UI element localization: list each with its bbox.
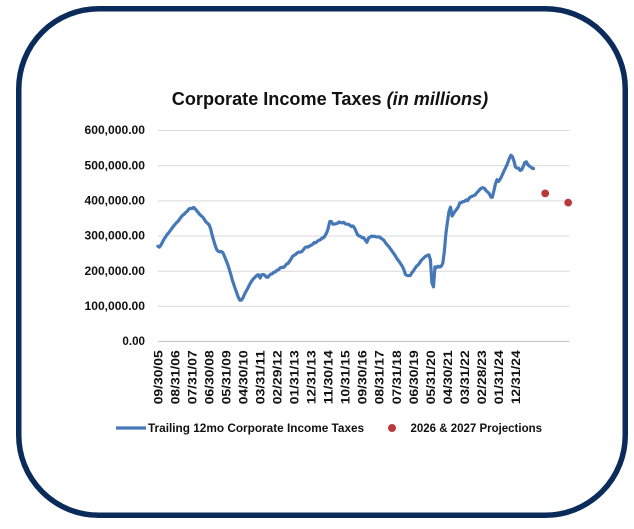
svg-text:09/30/16: 09/30/16 bbox=[356, 350, 370, 404]
svg-text:08/31/17: 08/31/17 bbox=[373, 350, 387, 404]
svg-text:02/29/12: 02/29/12 bbox=[271, 350, 285, 404]
svg-text:100,000.00: 100,000.00 bbox=[85, 300, 146, 313]
svg-text:06/30/19: 06/30/19 bbox=[407, 350, 421, 404]
svg-text:Trailing 12mo Corporate Income: Trailing 12mo Corporate Income Taxes bbox=[148, 421, 365, 435]
svg-text:09/30/05: 09/30/05 bbox=[151, 350, 165, 404]
svg-text:03/31/11: 03/31/11 bbox=[254, 350, 268, 404]
svg-text:02/28/23: 02/28/23 bbox=[475, 350, 489, 404]
svg-text:05/31/20: 05/31/20 bbox=[424, 350, 438, 404]
svg-text:400,000.00: 400,000.00 bbox=[85, 195, 146, 208]
svg-text:2026 & 2027 Projections: 2026 & 2027 Projections bbox=[411, 421, 543, 435]
svg-text:Corporate Income Taxes (in mil: Corporate Income Taxes (in millions) bbox=[172, 89, 488, 109]
svg-text:05/31/09: 05/31/09 bbox=[219, 350, 233, 404]
svg-text:12/31/24: 12/31/24 bbox=[509, 350, 523, 404]
svg-text:11/30/14: 11/30/14 bbox=[322, 350, 336, 404]
svg-text:04/30/21: 04/30/21 bbox=[441, 350, 455, 404]
svg-text:07/31/18: 07/31/18 bbox=[390, 350, 404, 404]
svg-text:10/31/15: 10/31/15 bbox=[339, 350, 353, 404]
svg-text:01/31/13: 01/31/13 bbox=[288, 350, 302, 404]
svg-text:08/31/06: 08/31/06 bbox=[168, 350, 182, 404]
svg-text:12/31/13: 12/31/13 bbox=[305, 350, 319, 404]
svg-text:600,000.00: 600,000.00 bbox=[85, 124, 146, 137]
svg-text:300,000.00: 300,000.00 bbox=[85, 230, 146, 243]
svg-text:06/30/08: 06/30/08 bbox=[202, 350, 216, 404]
svg-text:01/31/24: 01/31/24 bbox=[492, 350, 506, 404]
svg-text:200,000.00: 200,000.00 bbox=[85, 265, 146, 278]
svg-text:04/30/10: 04/30/10 bbox=[237, 350, 251, 404]
svg-text:500,000.00: 500,000.00 bbox=[85, 159, 146, 172]
svg-text:03/31/22: 03/31/22 bbox=[458, 350, 472, 404]
svg-text:07/31/07: 07/31/07 bbox=[185, 350, 199, 404]
svg-text:0.00: 0.00 bbox=[122, 335, 145, 348]
